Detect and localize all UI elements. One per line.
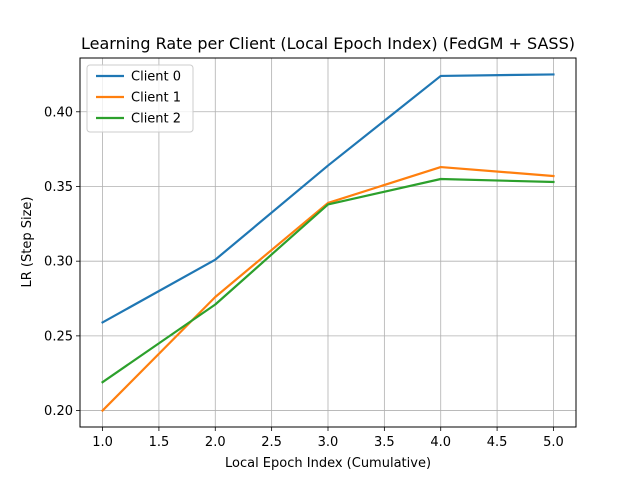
x-tick-label: 3.5 [374,435,395,450]
x-tick-label: 2.0 [205,435,226,450]
series-line-client-0 [101,73,555,324]
y-tick-label: 0.25 [44,329,73,344]
y-tick-label: 0.35 [44,180,73,195]
legend: Client 0 Client 1 Client 2 [86,64,194,133]
x-tick-label: 4.0 [430,435,451,450]
x-tick-label: 1.5 [149,435,170,450]
x-tick-label: 3.0 [318,435,339,450]
legend-label-client-2: Client 2 [131,112,181,127]
y-axis-label: LR (Step Size) [20,197,35,288]
legend-label-client-1: Client 1 [131,91,181,106]
y-tick-label: 0.30 [44,255,73,270]
x-axis-ticks: 1.0 1.5 2.0 2.5 3.0 3.5 4.0 4.5 5.0 [92,427,564,450]
x-tick-label: 2.5 [261,435,282,450]
legend-box [86,64,194,133]
x-tick-label: 4.5 [487,435,508,450]
legend-label-client-0: Client 0 [131,70,181,85]
y-axis-ticks: 0.20 0.25 0.30 0.35 0.40 [44,105,80,419]
x-axis-label: Local Epoch Index (Cumulative) [225,456,431,471]
grid [80,58,576,427]
chart-title: Learning Rate per Client (Local Epoch In… [81,34,575,53]
y-tick-label: 0.40 [44,105,73,120]
x-tick-label: 1.0 [92,435,113,450]
series-lines [100,73,555,413]
series-line-client-1 [100,165,555,413]
y-tick-label: 0.20 [44,404,73,419]
series-line-client-2 [101,177,555,384]
x-tick-label: 5.0 [543,435,564,450]
